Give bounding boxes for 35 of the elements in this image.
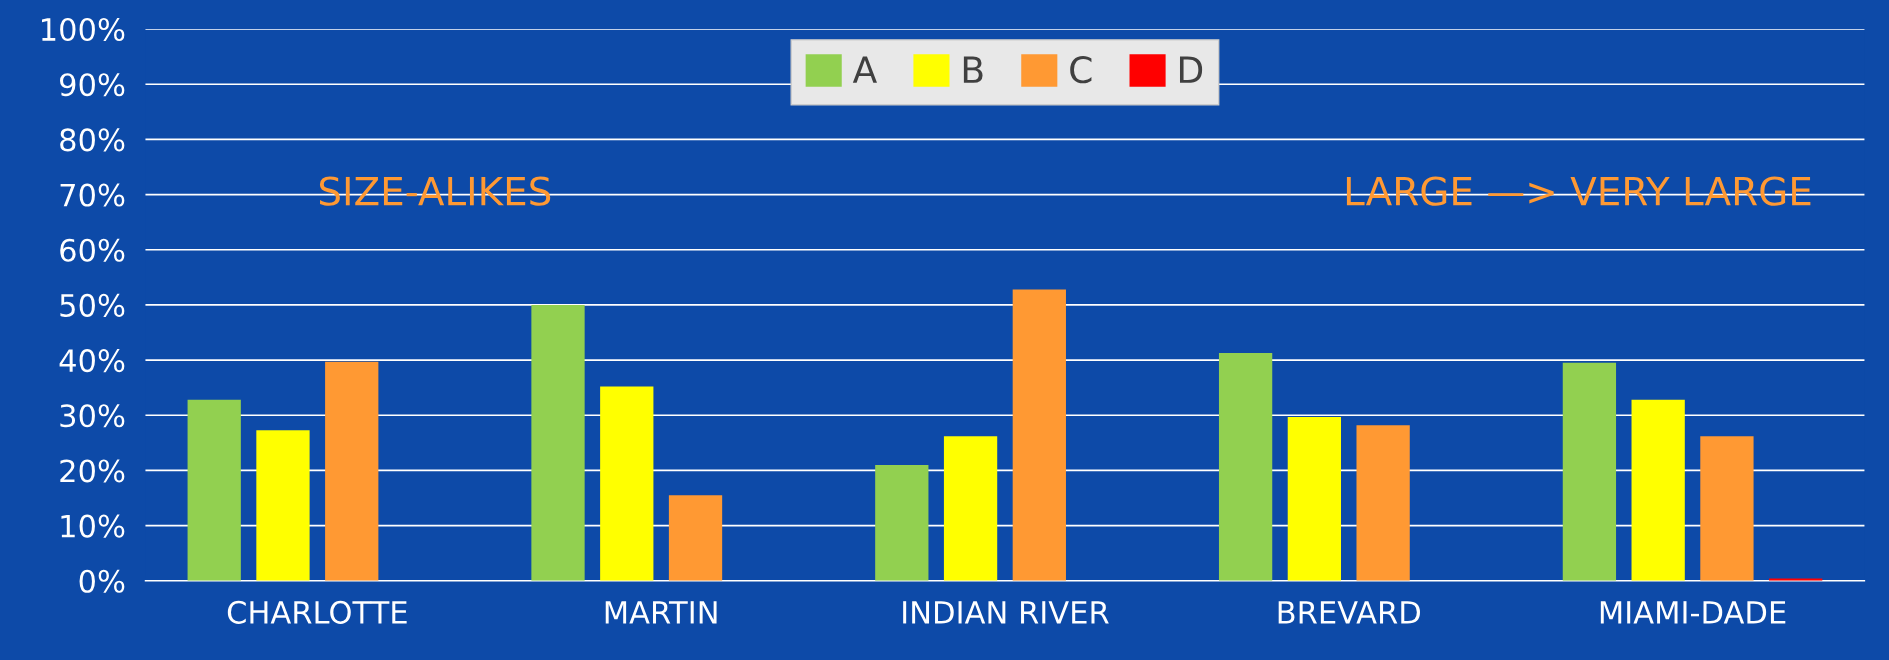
bar [1012, 289, 1066, 581]
y-tick-label: 10% [61, 514, 125, 538]
x-tick-label: INDIAN RIVER [903, 601, 1109, 624]
bar [1356, 425, 1410, 581]
x-tick-label: MARTIN [605, 601, 717, 624]
bar [943, 436, 998, 581]
x-tick-label: CHARLOTTE [227, 600, 407, 624]
y-tick-label: 100% [42, 17, 125, 42]
x-tick-label: BREVARD [1278, 601, 1420, 624]
bar [875, 464, 929, 581]
y-tick-label: 60% [60, 238, 125, 262]
legend-label: B [963, 56, 983, 83]
bar [531, 304, 585, 581]
legend-label: A [852, 56, 877, 83]
legend-label: D [1179, 56, 1203, 83]
bar [1631, 399, 1685, 581]
bar [600, 386, 654, 581]
y-tick-label: 90% [60, 73, 125, 97]
bar [668, 495, 723, 581]
bar [325, 361, 379, 581]
x-tick-label: MIAMI-DADE [1600, 601, 1786, 624]
bar [1218, 352, 1273, 581]
bar [1287, 416, 1342, 581]
bar [187, 399, 241, 581]
y-tick-label: 50% [60, 293, 125, 317]
y-tick-label: 80% [60, 128, 125, 152]
y-tick-label: 0% [79, 569, 125, 593]
legend-label: C [1070, 56, 1092, 84]
y-tick-label: 20% [60, 459, 125, 483]
bar [256, 430, 310, 581]
y-tick-label: 70% [60, 183, 125, 207]
y-tick-label: 30% [60, 404, 125, 428]
bar [1700, 436, 1754, 581]
y-tick-label: 40% [59, 349, 125, 373]
bar [1562, 362, 1617, 581]
